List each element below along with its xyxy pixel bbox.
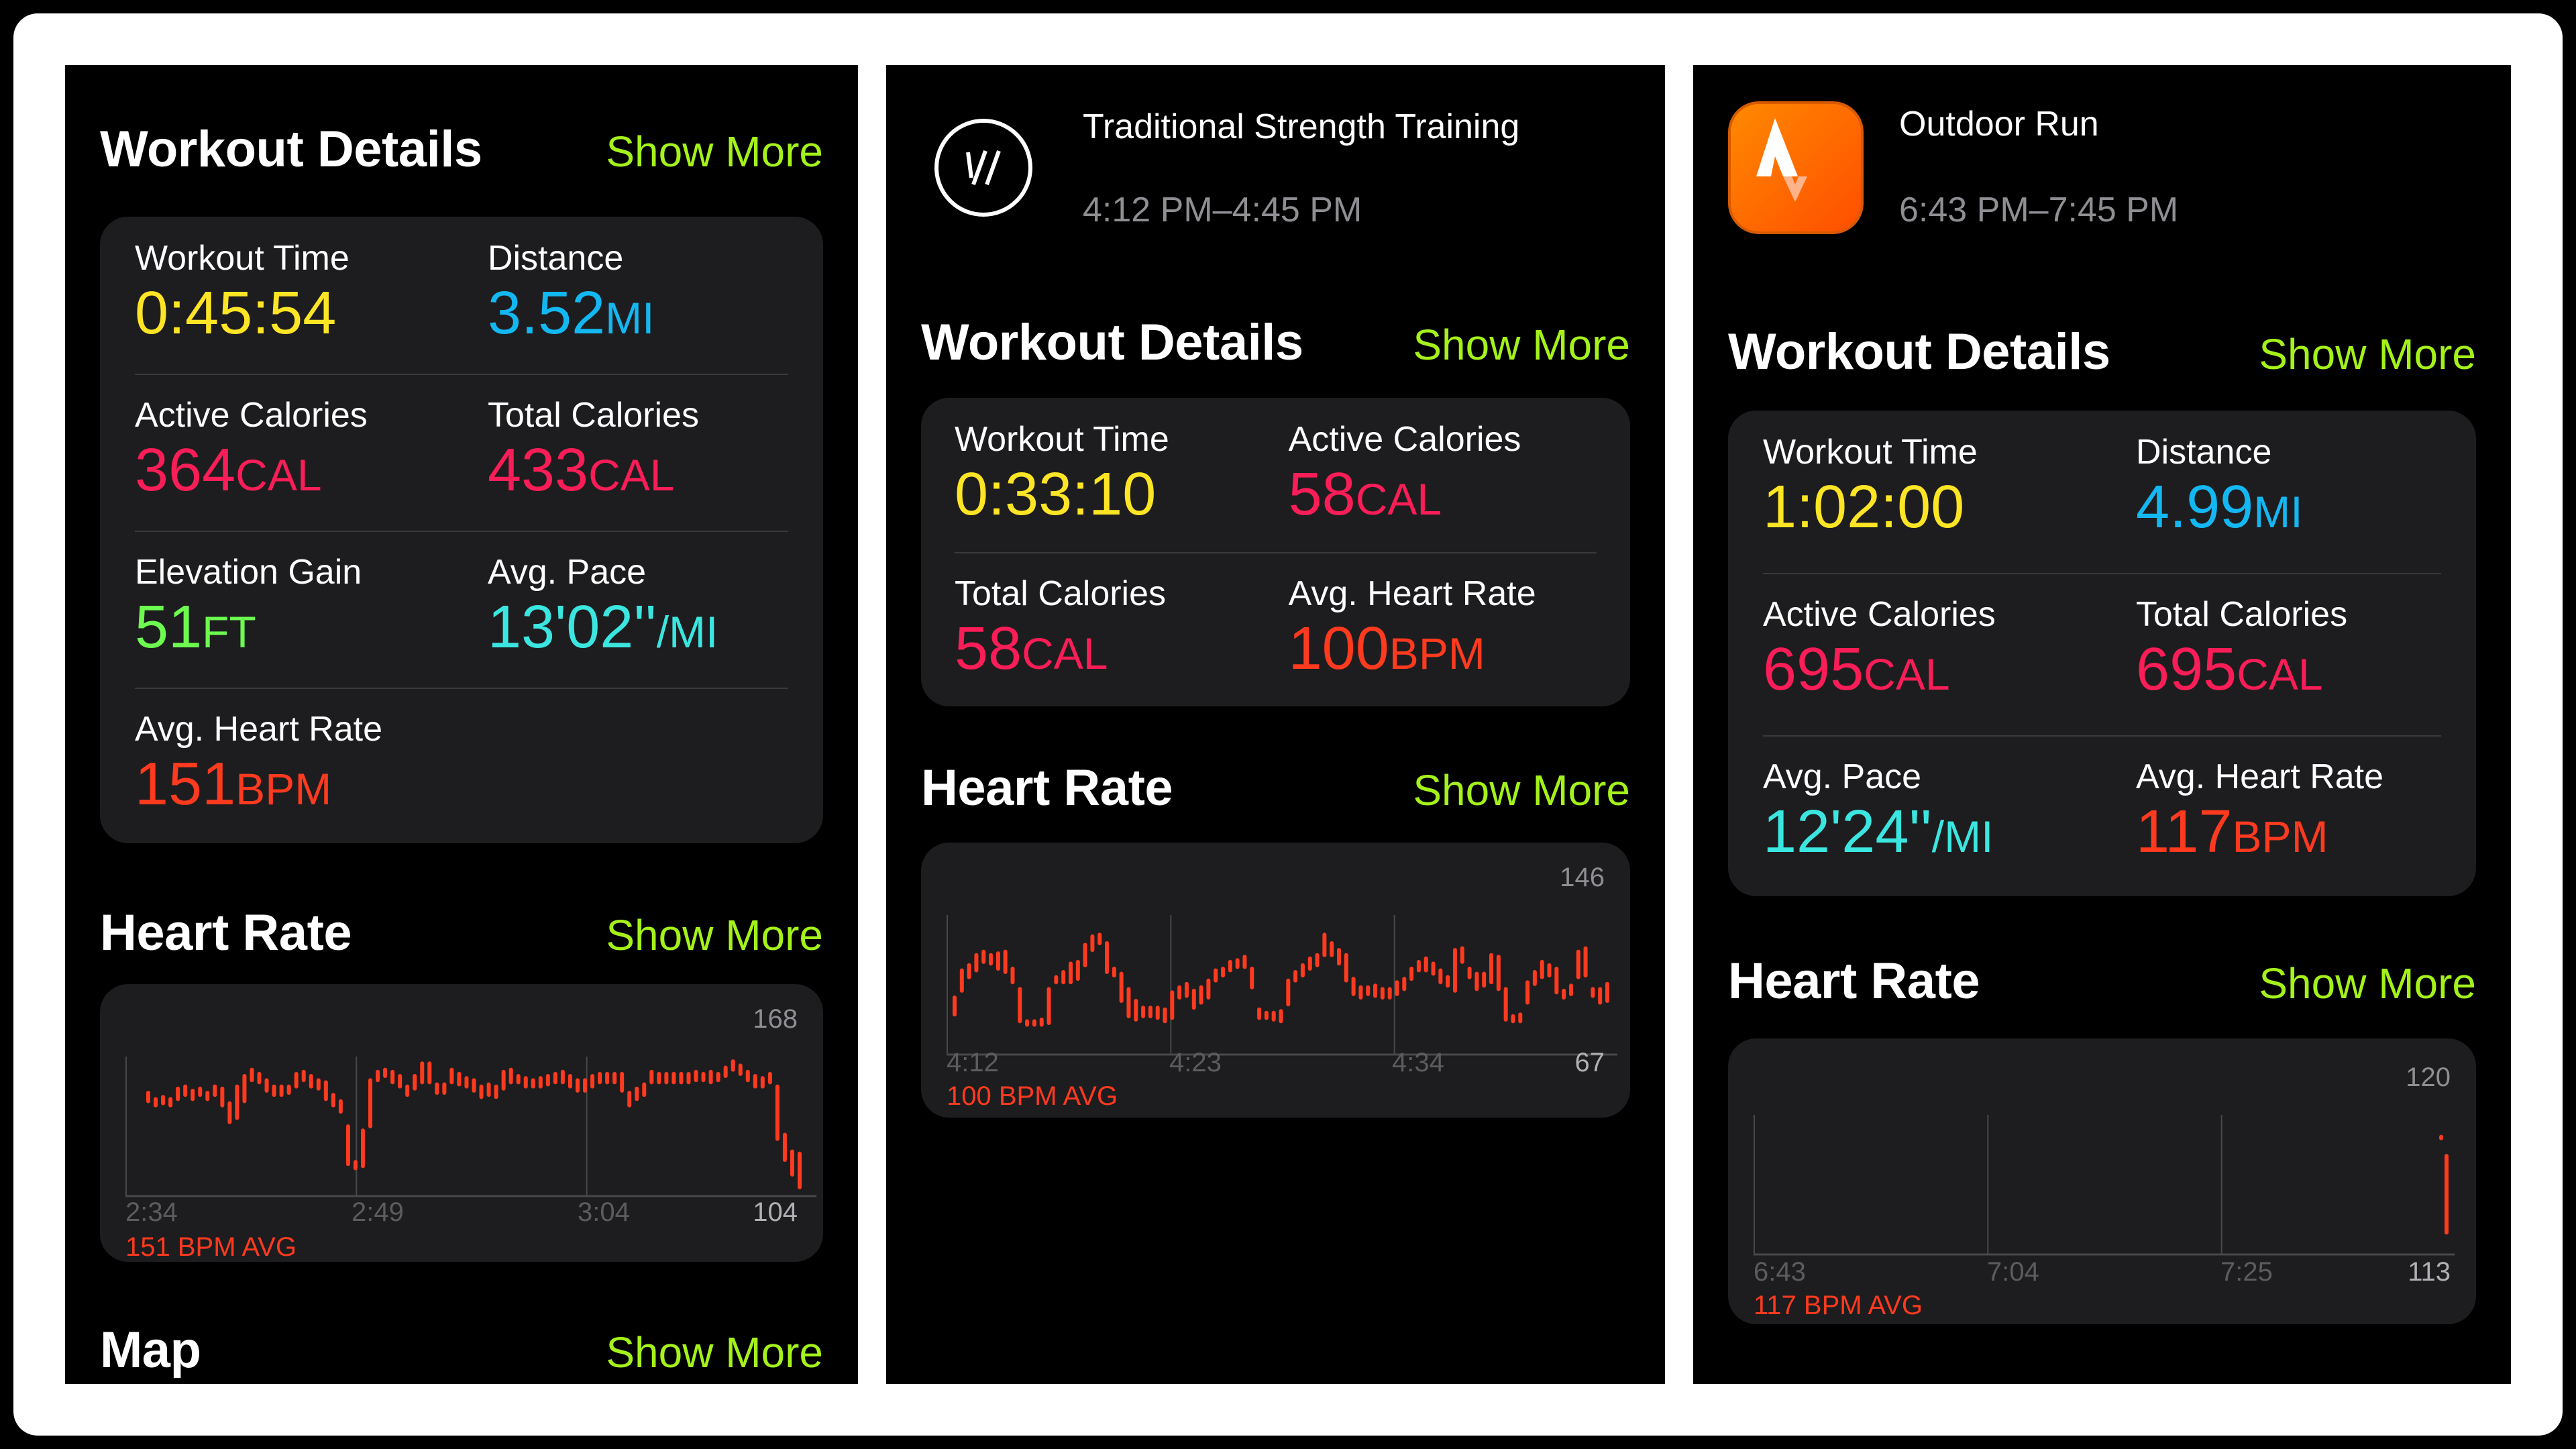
show-more-button[interactable]: Show More	[606, 911, 823, 959]
section-title: Map	[100, 1322, 201, 1379]
x-tick: 4:12	[947, 1048, 999, 1077]
chart-max-label: 120	[2406, 1063, 2451, 1092]
workout-time-range: 6:43 PM–7:45 PM	[1899, 191, 2179, 229]
heart-rate-chart: 120 6:43 7:04 7:25 113 117 BPM AVG	[1754, 1063, 2455, 1320]
heart-rate-card[interactable]: 168 2:34 2:49 3:04 104 151 BPM AVG	[100, 984, 823, 1262]
workout-details-header: Workout Details Show More	[100, 120, 823, 178]
workout-title: Traditional Strength Training	[1083, 107, 1520, 146]
divider	[135, 531, 788, 532]
show-more-button[interactable]: Show More	[1413, 766, 1630, 814]
metric-active-calories: Active Calories 58CAL	[1288, 420, 1521, 529]
section-title: Heart Rate	[921, 759, 1173, 816]
heart-rate-bars	[947, 915, 1617, 1056]
heart-rate-bars	[1754, 1115, 2455, 1256]
metric-elevation-gain: Elevation Gain 51FT	[135, 553, 362, 661]
heart-rate-card[interactable]: 120 6:43 7:04 7:25 113 117 BPM AVG	[1728, 1038, 2476, 1324]
heart-rate-header: Heart Rate Show More	[921, 759, 1630, 817]
workout-details-card: Workout Time 0:33:10 Active Calories 58C…	[921, 398, 1630, 706]
whoop-logo-icon	[934, 119, 1032, 217]
divider	[135, 374, 788, 375]
divider	[1763, 735, 2441, 737]
section-title: Workout Details	[1728, 323, 2110, 380]
metric-distance: Distance 3.52MI	[487, 239, 655, 347]
metric-total-calories: Total Calories 433CAL	[487, 396, 699, 504]
heart-rate-chart: 146 4:12 4:23 4:34 67 100 BPM AVG	[947, 863, 1617, 1111]
map-header: Map Show More	[100, 1321, 823, 1379]
heart-rate-bars	[125, 1057, 816, 1197]
x-tick: 7:04	[1987, 1257, 2039, 1287]
heart-rate-chart: 168 2:34 2:49 3:04 104 151 BPM AVG	[125, 1004, 816, 1262]
metric-avg-pace: Avg. Pace 12'24''/MI	[1763, 757, 1994, 866]
heart-rate-card[interactable]: 146 4:12 4:23 4:34 67 100 BPM AVG	[921, 843, 1630, 1118]
heart-rate-header: Heart Rate Show More	[1728, 952, 2476, 1010]
chart-min-label: 113	[2408, 1257, 2451, 1287]
average-label: 117 BPM AVG	[1754, 1291, 1923, 1320]
workout-panel-1: Workout Details Show More Workout Time 0…	[65, 65, 858, 1384]
workout-details-header: Workout Details Show More	[1728, 323, 2476, 381]
x-tick: 6:43	[1754, 1257, 1806, 1287]
section-title: Heart Rate	[100, 904, 352, 961]
chart-min-label: 67	[1574, 1048, 1605, 1077]
metric-active-calories: Active Calories 364CAL	[135, 396, 368, 504]
divider	[135, 688, 788, 689]
section-title: Heart Rate	[1728, 953, 1980, 1010]
metric-workout-time: Workout Time 0:33:10	[955, 420, 1169, 529]
workout-details-card: Workout Time 0:45:54 Distance 3.52MI Act…	[100, 217, 823, 843]
section-title: Workout Details	[921, 314, 1303, 371]
x-tick: 3:04	[578, 1197, 630, 1227]
workout-details-header: Workout Details Show More	[921, 313, 1630, 372]
metric-avg-heart-rate: Avg. Heart Rate 151BPM	[135, 710, 383, 818]
x-tick: 2:34	[125, 1197, 178, 1227]
metric-workout-time: Workout Time 1:02:00	[1763, 433, 1978, 541]
show-more-button[interactable]: Show More	[2259, 959, 2476, 1008]
workout-time-range: 4:12 PM–4:45 PM	[1083, 191, 1362, 229]
show-more-button[interactable]: Show More	[606, 1328, 823, 1377]
strava-logo-icon	[1728, 101, 1864, 234]
workout-panel-2: Traditional Strength Training 4:12 PM–4:…	[886, 65, 1665, 1384]
metric-distance: Distance 4.99MI	[2136, 433, 2303, 541]
metric-total-calories: Total Calories 58CAL	[955, 574, 1167, 683]
metric-total-calories: Total Calories 695CAL	[2136, 595, 2348, 704]
workout-title: Outdoor Run	[1899, 105, 2099, 144]
heart-rate-header: Heart Rate Show More	[100, 904, 823, 962]
average-label: 151 BPM AVG	[125, 1232, 297, 1262]
average-label: 100 BPM AVG	[947, 1081, 1118, 1111]
chart-min-label: 104	[753, 1197, 798, 1227]
x-tick: 2:49	[352, 1197, 404, 1227]
metric-avg-pace: Avg. Pace 13'02''/MI	[487, 553, 718, 661]
x-tick: 7:25	[2220, 1257, 2273, 1287]
chart-max-label: 146	[1560, 863, 1605, 892]
workout-panel-3: Outdoor Run 6:43 PM–7:45 PM Workout Deta…	[1693, 65, 2511, 1384]
metric-avg-heart-rate: Avg. Heart Rate 117BPM	[2136, 757, 2384, 866]
show-more-button[interactable]: Show More	[606, 127, 823, 176]
show-more-button[interactable]: Show More	[2259, 330, 2476, 378]
divider	[955, 552, 1597, 553]
section-title: Workout Details	[100, 121, 482, 178]
show-more-button[interactable]: Show More	[1413, 321, 1630, 369]
x-tick: 4:34	[1392, 1048, 1444, 1077]
chart-max-label: 168	[753, 1004, 798, 1034]
metric-active-calories: Active Calories 695CAL	[1763, 595, 1996, 704]
x-tick: 4:23	[1169, 1048, 1222, 1077]
divider	[1763, 573, 2441, 574]
metric-avg-heart-rate: Avg. Heart Rate 100BPM	[1288, 574, 1536, 683]
metric-workout-time: Workout Time 0:45:54	[135, 239, 350, 347]
workout-details-card: Workout Time 1:02:00 Distance 4.99MI Act…	[1728, 411, 2476, 896]
